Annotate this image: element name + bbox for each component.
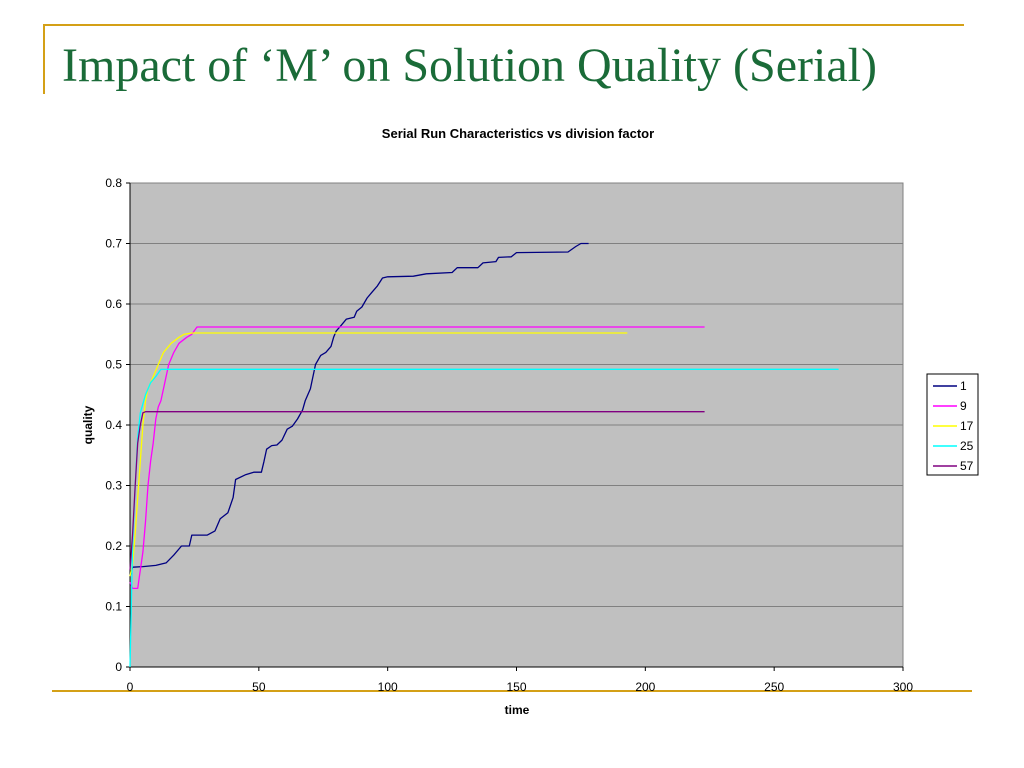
x-tick-label: 50 bbox=[252, 680, 266, 694]
y-tick-label: 0.4 bbox=[105, 418, 122, 432]
y-tick-label: 0.5 bbox=[105, 358, 122, 372]
legend-label-1: 1 bbox=[960, 379, 967, 393]
axes: 0 0.1 0.2 0.3 0.4 0.5 0.6 0.7 0.8 0 50 100 150 200 250… bbox=[105, 176, 913, 694]
series-line-9 bbox=[129, 326, 705, 590]
y-tick-label: 0.1 bbox=[105, 600, 122, 614]
y-tick-label: 0.6 bbox=[105, 297, 122, 311]
chart-title: Serial Run Characteristics vs division f… bbox=[382, 126, 654, 141]
y-tick-label: 0.2 bbox=[105, 539, 122, 553]
x-tick-label: 250 bbox=[764, 680, 784, 694]
y-tick-label: 0 bbox=[115, 660, 122, 674]
slide-title: Impact of ‘M’ on Solution Quality (Seria… bbox=[62, 39, 877, 92]
legend-label-17: 17 bbox=[960, 419, 974, 433]
accent-rule-left bbox=[43, 24, 45, 94]
accent-rule-top bbox=[43, 24, 964, 26]
series-line-17 bbox=[129, 332, 628, 577]
series-lines bbox=[129, 242, 839, 668]
x-tick-label: 200 bbox=[635, 680, 655, 694]
x-tick-label: 150 bbox=[506, 680, 526, 694]
legend-label-57: 57 bbox=[960, 459, 974, 473]
legend-label-25: 25 bbox=[960, 439, 974, 453]
gridlines bbox=[130, 243, 903, 607]
legend-label-9: 9 bbox=[960, 399, 967, 413]
y-axis-label: quality bbox=[81, 405, 95, 444]
y-tick-label: 0.8 bbox=[105, 176, 122, 190]
legend-box bbox=[926, 373, 979, 476]
x-tick-label: 300 bbox=[893, 680, 913, 694]
x-axis-label: time bbox=[505, 703, 530, 717]
x-tick-label: 0 bbox=[127, 680, 134, 694]
y-tick-label: 0.3 bbox=[105, 479, 122, 493]
accent-rule-bottom bbox=[52, 690, 972, 692]
series-line-1 bbox=[129, 242, 589, 577]
legend: 1 9 17 25 57 bbox=[926, 373, 979, 476]
series-line-57 bbox=[129, 411, 705, 571]
x-tick-label: 100 bbox=[378, 680, 398, 694]
y-tick-label: 0.7 bbox=[105, 237, 122, 251]
